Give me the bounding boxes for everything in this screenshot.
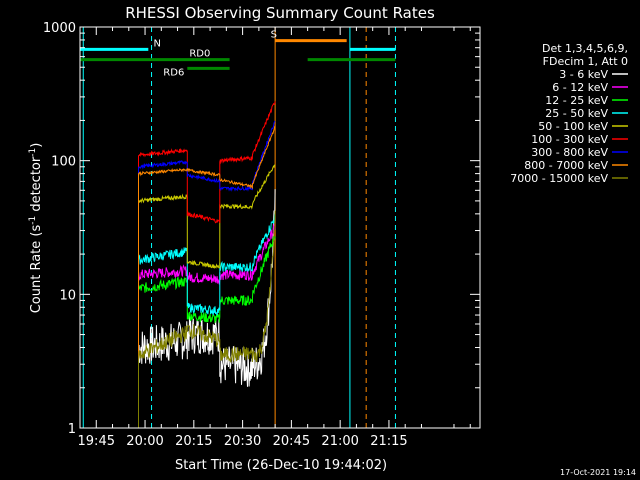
legend: Det 1,3,4,5,6,9, FDecim 1, Att 0 3 - 6 k… bbox=[510, 42, 628, 185]
legend-label-1: 6 - 12 keV bbox=[552, 81, 608, 94]
y-axis-label-part-1: Count Rate (s bbox=[29, 225, 44, 314]
series-4 bbox=[138, 164, 276, 428]
legend-label-5: 100 - 300 keV bbox=[531, 133, 608, 146]
series-0 bbox=[138, 189, 276, 428]
x-tick-label-4: 20:45 bbox=[273, 434, 310, 449]
flag-label-n: N bbox=[154, 38, 161, 49]
legend-header-line-2: FDecim 1, Att 0 bbox=[543, 55, 628, 68]
series-line-6 bbox=[138, 120, 276, 428]
series-line-4 bbox=[138, 164, 276, 428]
series-2 bbox=[138, 236, 276, 428]
x-tick-label-1: 20:00 bbox=[126, 434, 163, 449]
series-line-7 bbox=[138, 125, 276, 428]
y-axis-label-sup-1: -1 bbox=[28, 216, 38, 225]
chart-title: RHESSI Observing Summary Count Rates bbox=[125, 4, 435, 22]
series-7 bbox=[138, 125, 276, 428]
series-line-2 bbox=[138, 236, 276, 428]
series-line-3 bbox=[138, 212, 276, 428]
y-axis-label-part-2: detector bbox=[29, 156, 44, 216]
x-tick-label-3: 20:30 bbox=[224, 434, 261, 449]
plot-area: N RD0 RD6 S bbox=[80, 27, 396, 428]
y-tick-label-0: 1 bbox=[68, 422, 76, 437]
x-axis-label: Start Time (26-Dec-10 19:44:02) bbox=[175, 458, 387, 473]
flag-label-s: S bbox=[271, 30, 277, 41]
legend-label-8: 7000 - 15000 keV bbox=[510, 172, 608, 185]
legend-header-line-1: Det 1,3,4,5,6,9, bbox=[542, 42, 628, 55]
y-tick-label-1: 10 bbox=[59, 288, 76, 303]
legend-label-0: 3 - 6 keV bbox=[559, 68, 608, 81]
legend-label-3: 25 - 50 keV bbox=[545, 107, 608, 120]
flag-label-rd0: RD0 bbox=[189, 49, 210, 60]
x-tick-label-2: 20:15 bbox=[175, 434, 212, 449]
series-line-5 bbox=[138, 101, 276, 428]
x-tick-label-5: 21:00 bbox=[321, 434, 358, 449]
series-line-8 bbox=[138, 210, 276, 428]
x-tick-label-6: 21:15 bbox=[370, 434, 407, 449]
legend-label-4: 50 - 100 keV bbox=[538, 120, 608, 133]
series-3 bbox=[138, 212, 276, 428]
series-line-1 bbox=[138, 222, 276, 428]
legend-label-7: 800 - 7000 keV bbox=[524, 159, 608, 172]
series-line-0 bbox=[138, 189, 276, 428]
y-tick-label-2: 100 bbox=[51, 155, 76, 170]
plot-frame bbox=[79, 26, 481, 429]
series-1 bbox=[138, 222, 276, 428]
y-axis-label-part-3: ) bbox=[29, 143, 44, 148]
y-axis-label-sup-2: -1 bbox=[28, 148, 38, 157]
y-axis-label: Count Rate (s-1 detector-1) bbox=[28, 143, 44, 314]
legend-label-2: 12 - 25 keV bbox=[545, 94, 608, 107]
series-6 bbox=[138, 120, 276, 428]
series-5 bbox=[138, 101, 276, 428]
y-tick-label-3: 1000 bbox=[43, 21, 76, 36]
series-8 bbox=[138, 210, 276, 428]
flag-label-rd6: RD6 bbox=[163, 67, 184, 78]
legend-label-6: 300 - 800 keV bbox=[531, 146, 608, 159]
date-stamp: 17-Oct-2021 19:14 bbox=[560, 468, 636, 477]
x-tick-label-0: 19:45 bbox=[78, 434, 115, 449]
